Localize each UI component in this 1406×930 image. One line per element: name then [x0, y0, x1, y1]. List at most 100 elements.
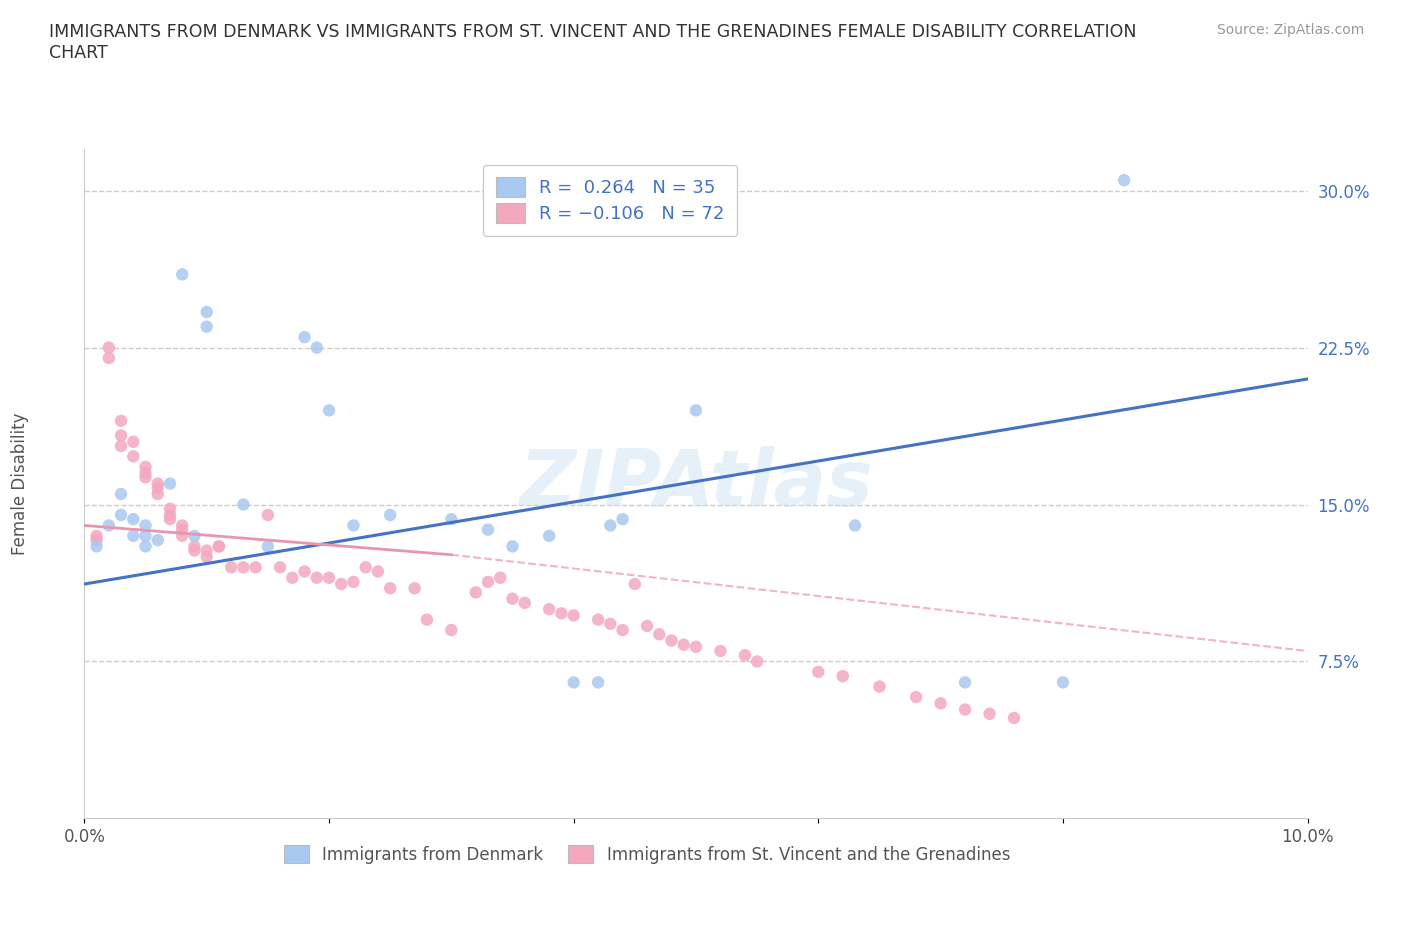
Point	[159, 476, 181, 491]
Point	[807, 664, 830, 679]
Point	[172, 518, 194, 533]
Point	[195, 543, 218, 558]
Point	[538, 528, 561, 543]
Point	[110, 439, 132, 454]
Point	[110, 428, 132, 443]
Point	[135, 518, 157, 533]
Point	[586, 612, 609, 627]
Point	[648, 627, 671, 642]
Text: ZIPAtlas: ZIPAtlas	[519, 445, 873, 522]
Point	[146, 533, 169, 548]
Point	[979, 707, 1001, 722]
Point	[172, 523, 194, 538]
Point	[685, 640, 707, 655]
Legend: Immigrants from Denmark, Immigrants from St. Vincent and the Grenadines: Immigrants from Denmark, Immigrants from…	[277, 839, 1017, 870]
Point	[110, 414, 132, 429]
Point	[86, 533, 108, 548]
Point	[1052, 675, 1074, 690]
Point	[562, 675, 585, 690]
Point	[318, 403, 340, 418]
Point	[135, 466, 157, 481]
Point	[330, 577, 353, 591]
Point	[831, 669, 853, 684]
Point	[599, 617, 621, 631]
Point	[208, 539, 231, 554]
Text: Source: ZipAtlas.com: Source: ZipAtlas.com	[1216, 23, 1364, 37]
Point	[477, 523, 499, 538]
Point	[477, 575, 499, 590]
Point	[734, 648, 756, 663]
Point	[538, 602, 561, 617]
Point	[97, 340, 120, 355]
Point	[183, 543, 205, 558]
Point	[305, 340, 328, 355]
Point	[97, 351, 120, 365]
Point	[1114, 173, 1136, 188]
Point	[183, 528, 205, 543]
Point	[844, 518, 866, 533]
Point	[86, 528, 108, 543]
Point	[294, 564, 316, 578]
Point	[929, 696, 952, 711]
Point	[612, 623, 634, 638]
Point	[562, 608, 585, 623]
Point	[953, 702, 976, 717]
Point	[195, 319, 218, 334]
Point	[146, 486, 169, 501]
Point	[146, 476, 169, 491]
Point	[953, 675, 976, 690]
Point	[172, 267, 194, 282]
Y-axis label: Female Disability: Female Disability	[11, 412, 28, 555]
Point	[257, 508, 280, 523]
Point	[122, 528, 145, 543]
Point	[599, 518, 621, 533]
Text: IMMIGRANTS FROM DENMARK VS IMMIGRANTS FROM ST. VINCENT AND THE GRENADINES FEMALE: IMMIGRANTS FROM DENMARK VS IMMIGRANTS FR…	[49, 23, 1136, 62]
Point	[367, 564, 389, 578]
Point	[672, 637, 695, 652]
Point	[404, 580, 426, 596]
Point	[685, 403, 707, 418]
Point	[195, 550, 218, 565]
Point	[159, 512, 181, 526]
Point	[257, 539, 280, 554]
Point	[1002, 711, 1025, 725]
Point	[440, 512, 463, 526]
Point	[86, 539, 108, 554]
Point	[464, 585, 486, 600]
Point	[219, 560, 242, 575]
Point	[208, 539, 231, 554]
Point	[135, 470, 157, 485]
Point	[709, 644, 731, 658]
Point	[135, 459, 157, 474]
Point	[159, 508, 181, 523]
Point	[245, 560, 267, 575]
Point	[232, 498, 254, 512]
Point	[146, 481, 169, 496]
Point	[122, 449, 145, 464]
Point	[135, 528, 157, 543]
Point	[122, 434, 145, 449]
Point	[342, 575, 364, 590]
Point	[135, 539, 157, 554]
Point	[110, 486, 132, 501]
Point	[318, 570, 340, 585]
Point	[440, 623, 463, 638]
Point	[489, 570, 512, 585]
Point	[281, 570, 304, 585]
Point	[502, 591, 524, 606]
Point	[905, 690, 928, 705]
Point	[172, 528, 194, 543]
Point	[869, 679, 891, 694]
Point	[636, 618, 658, 633]
Point	[747, 654, 769, 669]
Point	[502, 539, 524, 554]
Point	[354, 560, 377, 575]
Point	[122, 512, 145, 526]
Point	[380, 580, 402, 596]
Point	[110, 508, 132, 523]
Point	[624, 577, 647, 591]
Point	[416, 612, 439, 627]
Point	[586, 675, 609, 690]
Point	[661, 633, 683, 648]
Point	[183, 539, 205, 554]
